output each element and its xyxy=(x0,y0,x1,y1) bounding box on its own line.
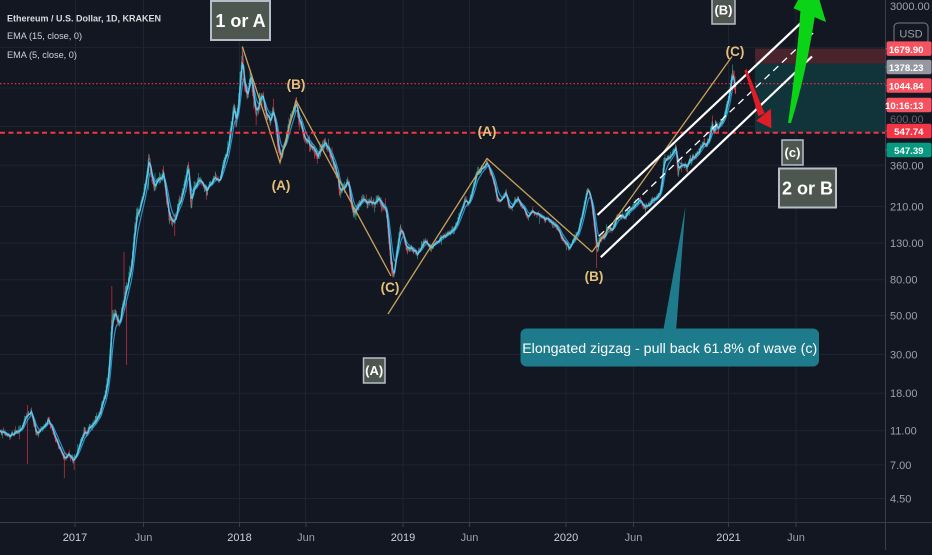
svg-text:130.00: 130.00 xyxy=(890,238,924,250)
svg-text:EMA (5, close, 0): EMA (5, close, 0) xyxy=(7,50,77,60)
svg-text:(A): (A) xyxy=(272,178,291,193)
svg-text:4.50: 4.50 xyxy=(890,494,911,506)
svg-text:3000.00: 3000.00 xyxy=(890,1,930,13)
svg-text:(A): (A) xyxy=(365,363,383,378)
svg-text:1679.90: 1679.90 xyxy=(889,45,924,56)
svg-text:2017: 2017 xyxy=(63,532,87,544)
svg-text:Jun: Jun xyxy=(297,532,315,544)
svg-text:2019: 2019 xyxy=(391,532,415,544)
svg-text:Jun: Jun xyxy=(461,532,479,544)
svg-text:USD: USD xyxy=(899,29,922,41)
svg-text:Jun: Jun xyxy=(625,532,643,544)
svg-text:EMA (15, close, 0): EMA (15, close, 0) xyxy=(7,31,82,41)
svg-text:2020: 2020 xyxy=(554,532,578,544)
svg-text:(C): (C) xyxy=(726,44,745,59)
svg-text:18.00: 18.00 xyxy=(890,388,918,400)
svg-text:210.00: 210.00 xyxy=(890,201,924,213)
svg-text:2021: 2021 xyxy=(716,532,740,544)
svg-text:(A): (A) xyxy=(478,124,497,139)
svg-text:(B): (B) xyxy=(287,77,306,92)
svg-text:50.00: 50.00 xyxy=(890,311,918,323)
svg-text:Jun: Jun xyxy=(135,532,153,544)
svg-text:2 or B: 2 or B xyxy=(782,179,833,199)
svg-text:Elongated zigzag - pull back 6: Elongated zigzag - pull back 61.8% of wa… xyxy=(522,341,817,357)
svg-text:1378.23: 1378.23 xyxy=(889,63,924,74)
svg-text:(C): (C) xyxy=(381,280,400,295)
svg-text:11.00: 11.00 xyxy=(890,426,917,438)
svg-text:547.39: 547.39 xyxy=(894,146,923,157)
svg-text:600.00: 600.00 xyxy=(890,114,924,126)
svg-text:30.00: 30.00 xyxy=(890,349,918,361)
svg-text:(B): (B) xyxy=(585,269,604,284)
svg-text:Jun: Jun xyxy=(787,532,805,544)
svg-text:(B): (B) xyxy=(714,3,732,18)
svg-text:2018: 2018 xyxy=(227,532,251,544)
svg-text:10:16:13: 10:16:13 xyxy=(885,101,923,112)
svg-text:(c): (c) xyxy=(785,145,801,160)
svg-text:7.00: 7.00 xyxy=(890,460,911,472)
svg-text:1 or A: 1 or A xyxy=(215,11,265,31)
svg-text:360.00: 360.00 xyxy=(890,160,924,172)
svg-text:547.74: 547.74 xyxy=(894,127,924,138)
svg-text:Ethereum / U.S. Dollar, 1D, KR: Ethereum / U.S. Dollar, 1D, KRAKEN xyxy=(7,14,161,24)
svg-text:1044.84: 1044.84 xyxy=(889,82,924,93)
svg-text:80.00: 80.00 xyxy=(890,275,918,287)
